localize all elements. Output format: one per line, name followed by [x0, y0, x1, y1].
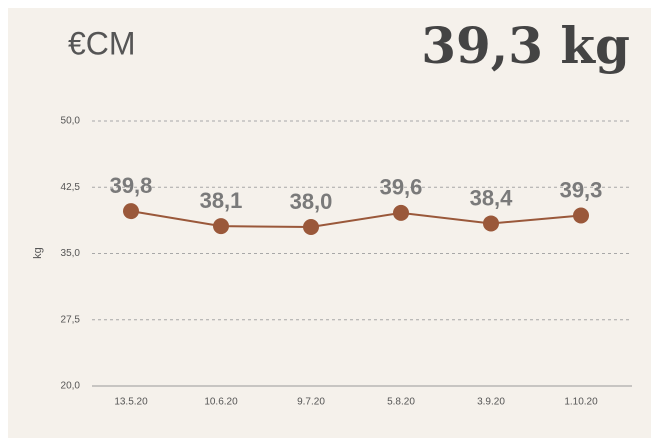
marker: [303, 219, 319, 235]
data-label: 39,6: [380, 175, 423, 200]
marker: [213, 218, 229, 235]
chart-title: €CM: [68, 25, 136, 61]
data-label: 38,4: [470, 185, 514, 210]
x-tick-label: 13.5.20: [114, 397, 148, 408]
x-tick-label: 10.6.20: [204, 397, 238, 408]
data-label: 39,3: [560, 177, 603, 202]
marker: [483, 215, 499, 232]
marker: [123, 203, 139, 220]
y-tick-label: 27,5: [61, 314, 81, 325]
x-tick-label: 1.10.20: [564, 397, 598, 408]
line: [130, 210, 582, 229]
data-label: 39,8: [110, 173, 153, 198]
x-tick-label: 9.7.20: [297, 397, 325, 408]
x-tick-label: 3.9.20: [477, 397, 505, 408]
y-tick-label: 35,0: [61, 248, 81, 259]
data-label: 38,0: [290, 189, 333, 214]
y-tick-label: 20,0: [61, 381, 81, 392]
card: [8, 8, 651, 438]
marker: [393, 204, 409, 221]
headline: 39,3 kg: [421, 16, 630, 75]
data-label: 38,1: [200, 188, 243, 213]
y-axis-label: kg: [32, 247, 44, 259]
y-tick-label: 50,0: [61, 116, 81, 127]
y-tick-label: 42,5: [61, 182, 81, 193]
x-tick-label: 5.8.20: [387, 397, 415, 408]
marker: [573, 207, 589, 224]
